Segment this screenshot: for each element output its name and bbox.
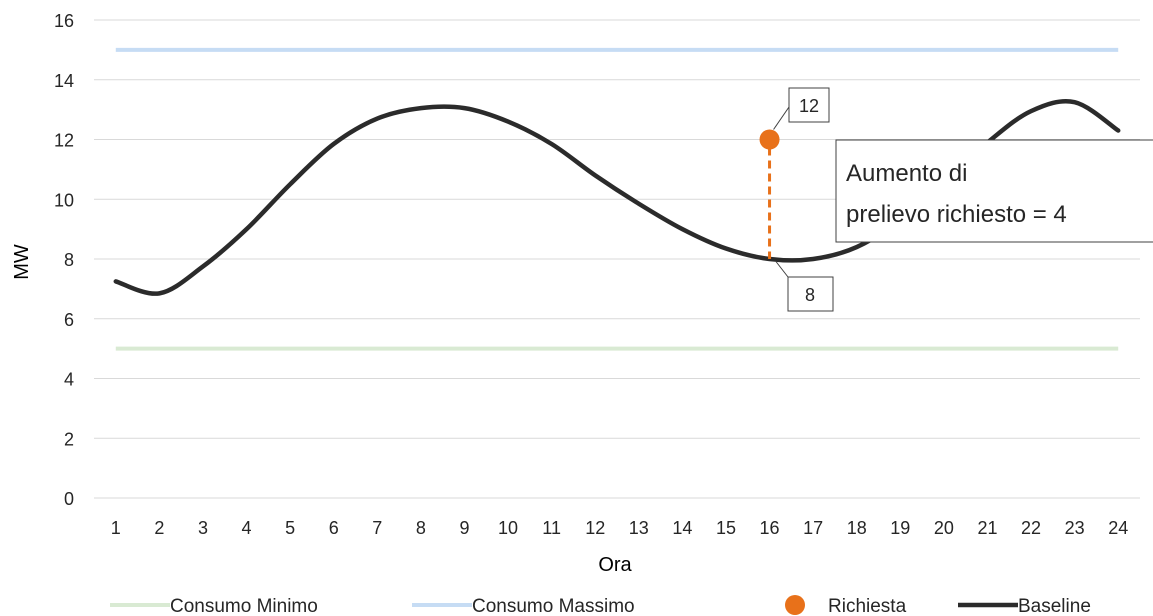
- x-tick-label: 7: [372, 518, 382, 538]
- x-tick-label: 20: [934, 518, 954, 538]
- legend-consumo-minimo: Consumo Minimo: [110, 596, 318, 616]
- increase-annotation-line1: Aumento di: [846, 160, 967, 187]
- point-callout-leader: [773, 106, 790, 130]
- x-tick-label: 21: [977, 518, 997, 538]
- baseline-callout-box: [787, 276, 834, 312]
- x-tick-label: 14: [672, 518, 692, 538]
- legend-consumo-minimo-label: Consumo Minimo: [170, 596, 318, 616]
- y-axis-ticks: 0 2 4 6 8 10 12 14 16: [54, 11, 74, 509]
- x-tick-label: 13: [629, 518, 649, 538]
- y-tick-label: 10: [54, 190, 74, 210]
- annotations: 12 8 Aumento di prelievo richiesto = 4: [773, 87, 1153, 312]
- x-axis-ticks: 1 2 3 4 5 6 7 8 9 10 11 12 13 14 15 16 17 18 19 20 21 22 23 24: [111, 518, 1128, 538]
- x-tick-label: 8: [416, 518, 426, 538]
- y-tick-label: 14: [54, 71, 74, 91]
- x-tick-label: 4: [242, 518, 252, 538]
- x-tick-label: 19: [890, 518, 910, 538]
- x-tick-label: 17: [803, 518, 823, 538]
- x-axis-title: Ora: [598, 554, 632, 576]
- x-tick-label: 10: [498, 518, 518, 538]
- x-tick-label: 24: [1108, 518, 1128, 538]
- increase-annotation-box: [835, 139, 1153, 243]
- legend-consumo-massimo: Consumo Massimo: [412, 596, 635, 616]
- baseline-callout-leader: [775, 260, 789, 278]
- y-axis-title: MW: [11, 244, 33, 280]
- x-tick-label: 18: [847, 518, 867, 538]
- x-tick-label: 2: [154, 518, 164, 538]
- y-tick-label: 12: [54, 131, 74, 151]
- x-tick-label: 9: [459, 518, 469, 538]
- y-tick-label: 2: [64, 429, 74, 449]
- legend-baseline: Baseline: [958, 596, 1091, 616]
- x-tick-label: 23: [1065, 518, 1085, 538]
- x-tick-label: 5: [285, 518, 295, 538]
- legend-richiesta-swatch: [785, 595, 805, 615]
- y-tick-label: 0: [64, 489, 74, 509]
- x-tick-label: 3: [198, 518, 208, 538]
- baseline-callout-label: 8: [805, 285, 815, 305]
- legend-richiesta-label: Richiesta: [828, 596, 907, 616]
- x-tick-label: 1: [111, 518, 121, 538]
- legend-baseline-label: Baseline: [1018, 596, 1091, 616]
- y-tick-label: 6: [64, 310, 74, 330]
- gridlines: [94, 19, 1140, 439]
- increase-annotation-line2: prelievo richiesto = 4: [846, 201, 1067, 228]
- point-callout-box: [788, 87, 830, 123]
- y-tick-label: 16: [54, 11, 74, 31]
- y-tick-label: 8: [64, 250, 74, 270]
- legend-consumo-massimo-label: Consumo Massimo: [472, 596, 635, 616]
- point-callout-label: 12: [799, 96, 819, 116]
- legend: Consumo Minimo Consumo Massimo Richiesta Ba…: [110, 595, 1091, 616]
- x-tick-label: 6: [329, 518, 339, 538]
- legend-richiesta: Richiesta: [785, 595, 907, 616]
- x-tick-label: 16: [760, 518, 780, 538]
- richiesta-marker: [759, 129, 780, 150]
- x-tick-label: 22: [1021, 518, 1041, 538]
- x-tick-label: 15: [716, 518, 736, 538]
- y-tick-label: 4: [64, 370, 74, 390]
- x-tick-label: 12: [585, 518, 605, 538]
- x-tick-label: 11: [542, 518, 561, 538]
